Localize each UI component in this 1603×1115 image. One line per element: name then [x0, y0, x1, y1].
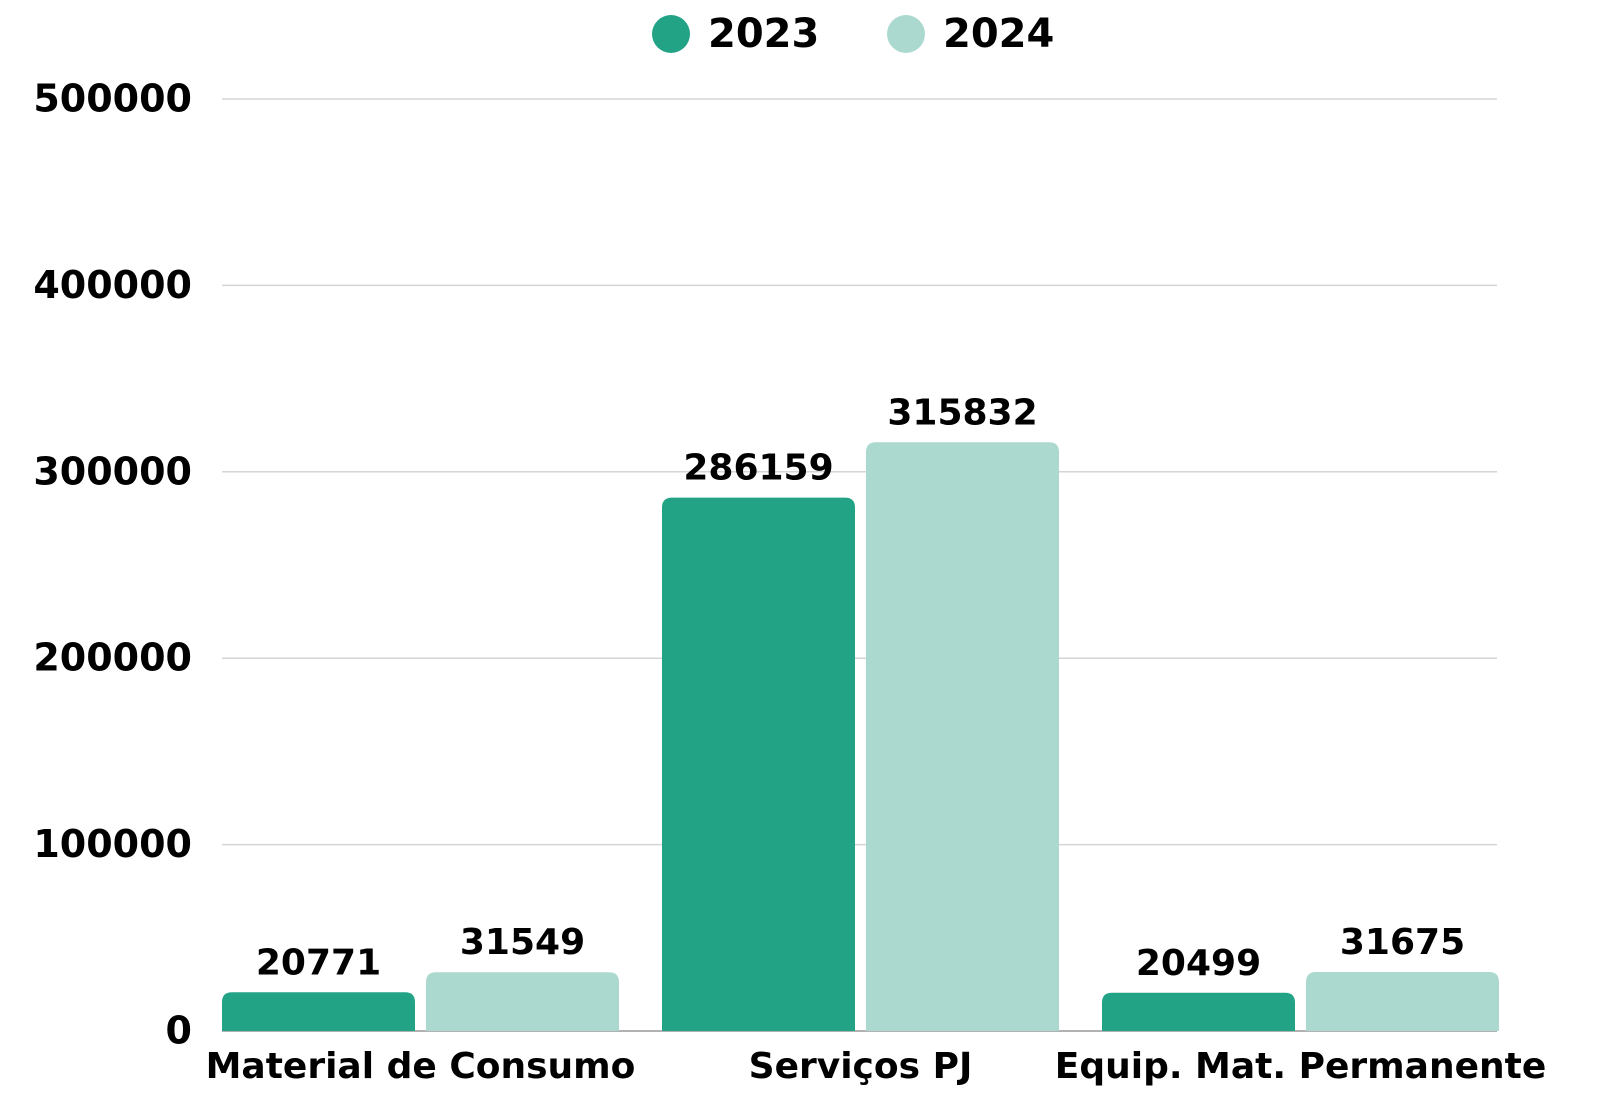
bar — [662, 497, 855, 1031]
bar — [1102, 992, 1295, 1031]
data-label: 31675 — [1340, 922, 1465, 963]
data-label: 31549 — [460, 922, 585, 963]
legend-label: 2024 — [943, 11, 1054, 57]
data-label: 315832 — [887, 392, 1037, 433]
bar — [222, 992, 415, 1031]
x-tick-label: Material de Consumo — [206, 1046, 636, 1087]
bar — [1306, 971, 1499, 1031]
bar — [866, 442, 1059, 1031]
y-tick-label: 500000 — [33, 77, 192, 121]
x-tick-label: Serviços PJ — [749, 1046, 973, 1087]
data-label: 20499 — [1136, 943, 1261, 984]
data-label: 20771 — [256, 942, 381, 983]
y-tick-label: 300000 — [33, 449, 192, 493]
data-label: 286159 — [683, 448, 833, 489]
bar — [426, 972, 619, 1031]
y-tick-label: 100000 — [33, 822, 192, 866]
legend-label: 2023 — [708, 11, 819, 57]
y-tick-label: 200000 — [33, 636, 192, 680]
y-tick-label: 400000 — [33, 263, 192, 307]
y-tick-label: 0 — [166, 1009, 192, 1053]
legend-swatch — [887, 15, 925, 53]
x-tick-label: Equip. Mat. Permanente — [1055, 1046, 1547, 1087]
legend-swatch — [652, 15, 690, 53]
